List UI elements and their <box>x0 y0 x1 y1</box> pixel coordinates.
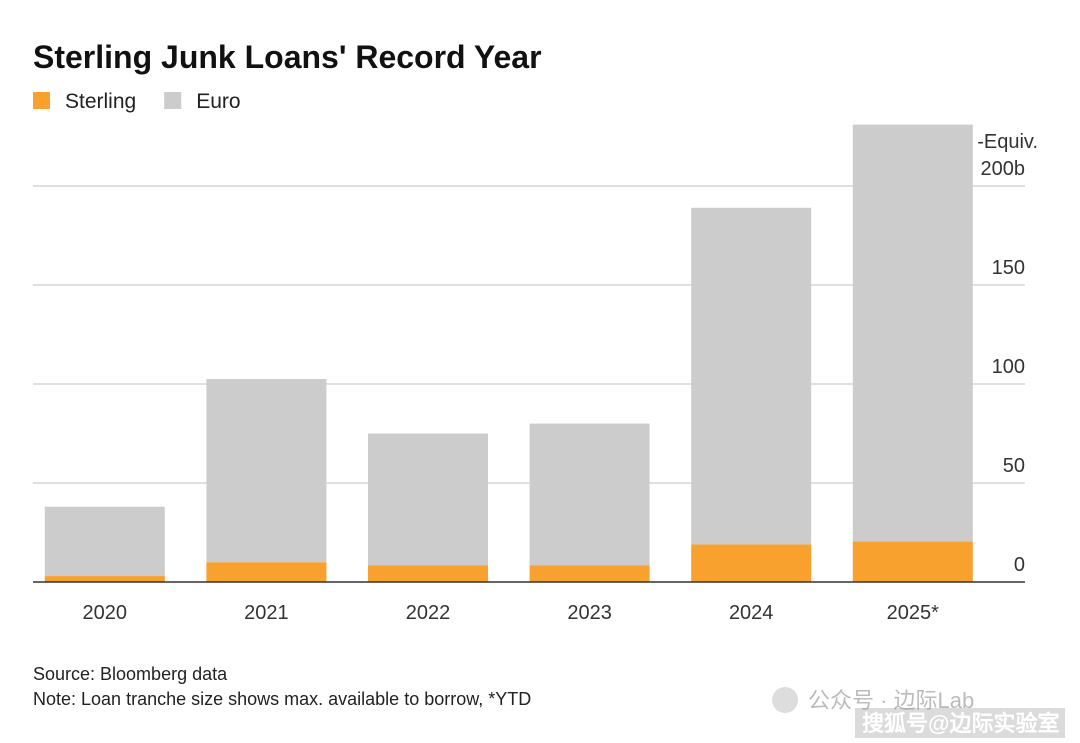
bar-segment <box>529 565 650 582</box>
x-tick-label: 2021 <box>244 602 289 624</box>
bar-segment <box>206 562 327 582</box>
watermark: 公众号 · 边际Lab <box>808 688 974 713</box>
bar-segment <box>368 565 488 582</box>
legend-label: Euro <box>196 90 240 113</box>
bar-segment <box>852 541 973 582</box>
x-tick-label: 2025* <box>887 602 939 624</box>
x-tick-label: 2022 <box>406 602 451 624</box>
legend-label: Sterling <box>65 90 136 113</box>
y-tick-label: 150 <box>992 257 1025 279</box>
bar-segment <box>44 506 165 577</box>
note: Note: Loan tranche size shows max. avail… <box>33 689 531 709</box>
y-tick-label: 100 <box>992 356 1025 378</box>
bar-segment <box>368 433 488 566</box>
y-unit-label: -Equiv. <box>977 131 1038 153</box>
y-tick-label: 50 <box>1003 455 1025 477</box>
bar-segment <box>206 379 327 563</box>
watermark-bg <box>855 708 1065 738</box>
bar-segment <box>691 207 812 545</box>
bar-segment <box>44 576 165 582</box>
bar-segment <box>529 423 650 566</box>
y-tick-label: 0 <box>1014 554 1025 576</box>
watermark-icon <box>772 687 798 713</box>
bar-segment <box>691 544 812 582</box>
legend-swatch <box>33 92 50 109</box>
x-tick-label: 2023 <box>567 602 612 624</box>
source: Source: Bloomberg data <box>33 664 228 684</box>
y-tick-label: 200b <box>981 158 1026 180</box>
bar-segment <box>852 124 973 542</box>
watermark: 搜狐号@边际实验室 <box>862 711 1059 736</box>
legend-swatch <box>164 92 182 109</box>
x-tick-label: 2024 <box>729 602 774 624</box>
x-tick-label: 2020 <box>83 602 128 624</box>
chart-title: Sterling Junk Loans' Record Year <box>33 39 542 75</box>
